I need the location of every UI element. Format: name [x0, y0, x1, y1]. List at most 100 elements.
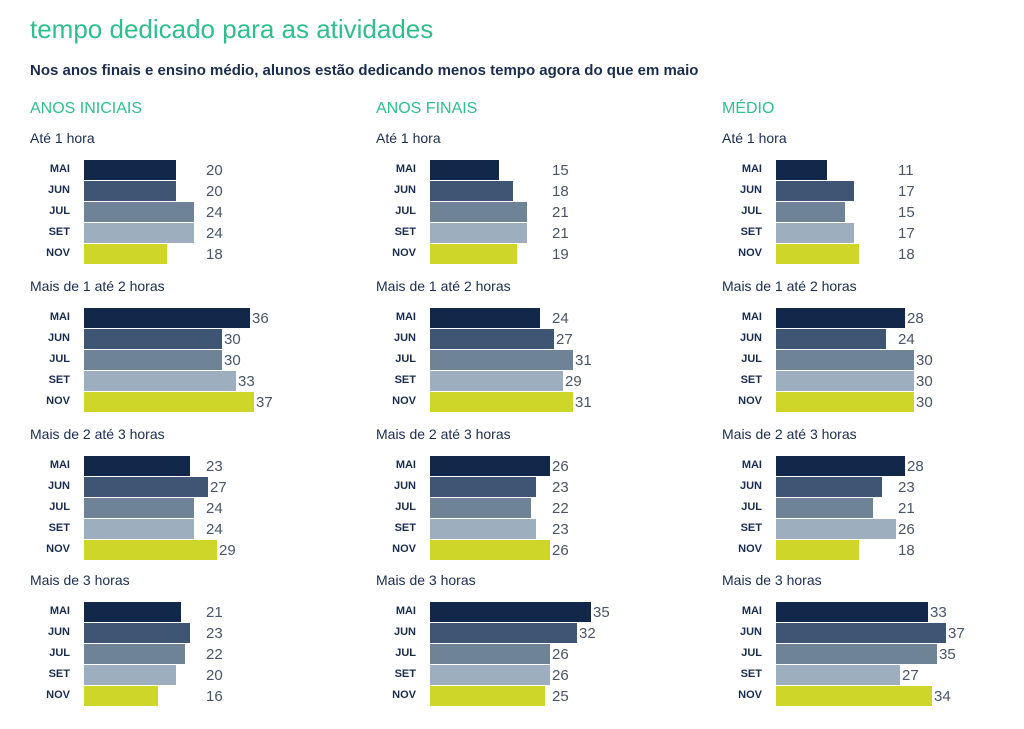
bar	[776, 686, 932, 706]
data-label: 30	[916, 394, 933, 411]
data-label: 18	[898, 246, 915, 263]
bar	[776, 392, 914, 412]
bar	[84, 519, 194, 539]
group-label: Até 1 hora	[722, 130, 787, 146]
bar	[84, 202, 194, 222]
category-label: MAI	[49, 163, 70, 175]
category-label: JUL	[395, 205, 416, 217]
bar	[776, 477, 882, 497]
bar	[776, 202, 845, 222]
bar	[430, 477, 536, 497]
data-label: 31	[575, 394, 592, 411]
data-label: 33	[238, 373, 255, 390]
data-label: 24	[552, 310, 569, 327]
data-label: 21	[898, 500, 915, 517]
data-label: 20	[206, 162, 223, 179]
data-label: 29	[565, 373, 582, 390]
data-label: 17	[898, 225, 915, 242]
bar	[84, 392, 254, 412]
category-label: JUL	[49, 647, 70, 659]
bar	[84, 665, 176, 685]
category-label: MAI	[741, 311, 762, 323]
category-label: JUN	[47, 480, 70, 492]
category-label: SET	[740, 522, 762, 534]
data-label: 26	[898, 521, 915, 538]
bar	[430, 686, 545, 706]
category-label: NOV	[46, 247, 70, 259]
bar	[84, 456, 190, 476]
bar	[776, 498, 873, 518]
data-label: 17	[898, 183, 915, 200]
data-label: 22	[206, 646, 223, 663]
category-label: NOV	[392, 247, 416, 259]
data-label: 24	[206, 204, 223, 221]
category-label: NOV	[392, 395, 416, 407]
category-label: NOV	[738, 689, 762, 701]
bar	[84, 244, 167, 264]
bar	[776, 540, 859, 560]
category-label: JUL	[395, 353, 416, 365]
category-label: JUL	[741, 647, 762, 659]
bar	[776, 519, 896, 539]
category-label: JUN	[739, 184, 762, 196]
category-label: SET	[394, 374, 416, 386]
data-label: 28	[907, 458, 924, 475]
data-label: 18	[206, 246, 223, 263]
category-label: SET	[48, 226, 70, 238]
category-label: JUL	[49, 353, 70, 365]
bar	[776, 160, 827, 180]
bar	[430, 308, 540, 328]
category-label: NOV	[46, 395, 70, 407]
data-label: 23	[898, 479, 915, 496]
bar	[430, 644, 550, 664]
bar	[776, 329, 886, 349]
category-label: SET	[394, 226, 416, 238]
bar	[84, 498, 194, 518]
bar	[430, 498, 531, 518]
data-label: 11	[898, 162, 914, 179]
category-label: NOV	[738, 395, 762, 407]
category-label: SET	[394, 668, 416, 680]
bar	[84, 350, 222, 370]
bar	[430, 602, 591, 622]
group-label: Até 1 hora	[376, 130, 441, 146]
bar	[430, 350, 573, 370]
data-label: 28	[907, 310, 924, 327]
category-label: MAI	[49, 311, 70, 323]
data-label: 19	[552, 246, 569, 263]
data-label: 29	[219, 542, 236, 559]
category-label: JUN	[47, 184, 70, 196]
data-label: 23	[206, 625, 223, 642]
bar	[430, 392, 573, 412]
group-label: Mais de 3 horas	[30, 572, 130, 588]
data-label: 26	[552, 646, 569, 663]
category-label: SET	[394, 522, 416, 534]
bar	[84, 686, 158, 706]
bar	[430, 181, 513, 201]
bar	[84, 540, 217, 560]
data-label: 37	[948, 625, 965, 642]
bar	[84, 602, 181, 622]
data-label: 21	[552, 225, 569, 242]
bar	[84, 623, 190, 643]
data-label: 22	[552, 500, 569, 517]
data-label: 27	[556, 331, 573, 348]
data-label: 23	[206, 458, 223, 475]
data-label: 16	[206, 688, 223, 705]
bar	[776, 223, 854, 243]
bar	[776, 181, 854, 201]
data-label: 18	[898, 542, 915, 559]
category-label: JUN	[47, 332, 70, 344]
panel-header: ANOS FINAIS	[376, 100, 478, 117]
chart-title: tempo dedicado para as atividades	[30, 14, 434, 44]
data-label: 24	[206, 225, 223, 242]
bar	[430, 665, 550, 685]
data-label: 26	[552, 667, 569, 684]
data-label: 24	[206, 521, 223, 538]
category-label: MAI	[741, 459, 762, 471]
bar	[776, 350, 914, 370]
category-label: JUN	[47, 626, 70, 638]
bar	[430, 519, 536, 539]
category-label: MAI	[395, 459, 416, 471]
category-label: NOV	[738, 247, 762, 259]
